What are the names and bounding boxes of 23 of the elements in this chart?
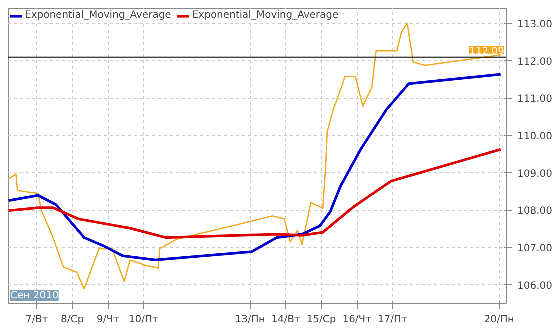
line-series <box>8 73 502 262</box>
y-tick-label: 106.00 <box>518 280 552 292</box>
x-tick-label: 10/Пт <box>128 314 159 326</box>
y-tick-label: 113.00 <box>518 19 552 30</box>
x-tick-label: 13/Пн <box>235 314 266 326</box>
x-tick-label: 14/Вт <box>272 314 301 326</box>
line-series <box>8 148 502 240</box>
x-tick-label: 20/Пн <box>484 314 514 326</box>
x-tick-label: 7/Вт <box>26 314 48 326</box>
x-tick-label: 8/Ср <box>61 314 84 326</box>
x-tick-label: 15/Ср <box>306 314 336 326</box>
y-tick-label: 107.00 <box>518 243 552 254</box>
x-tick-label: 9/Чт <box>96 314 120 326</box>
x-tick-label: 16/Чт <box>342 314 372 326</box>
y-tick-label: 112.00 <box>518 56 552 68</box>
y-tick-label: 109.00 <box>518 168 552 180</box>
legend-label: Exponential_Moving_Average <box>192 10 339 21</box>
y-tick-label: 110.00 <box>518 131 552 142</box>
legend-label: Exponential_Moving_Average <box>25 10 172 21</box>
annotation: Сен 2010 <box>10 290 59 302</box>
y-tick-label: 111.00 <box>518 94 552 106</box>
y-tick-label: 108.00 <box>518 206 552 218</box>
x-tick-label: 17/Пт <box>378 314 408 326</box>
